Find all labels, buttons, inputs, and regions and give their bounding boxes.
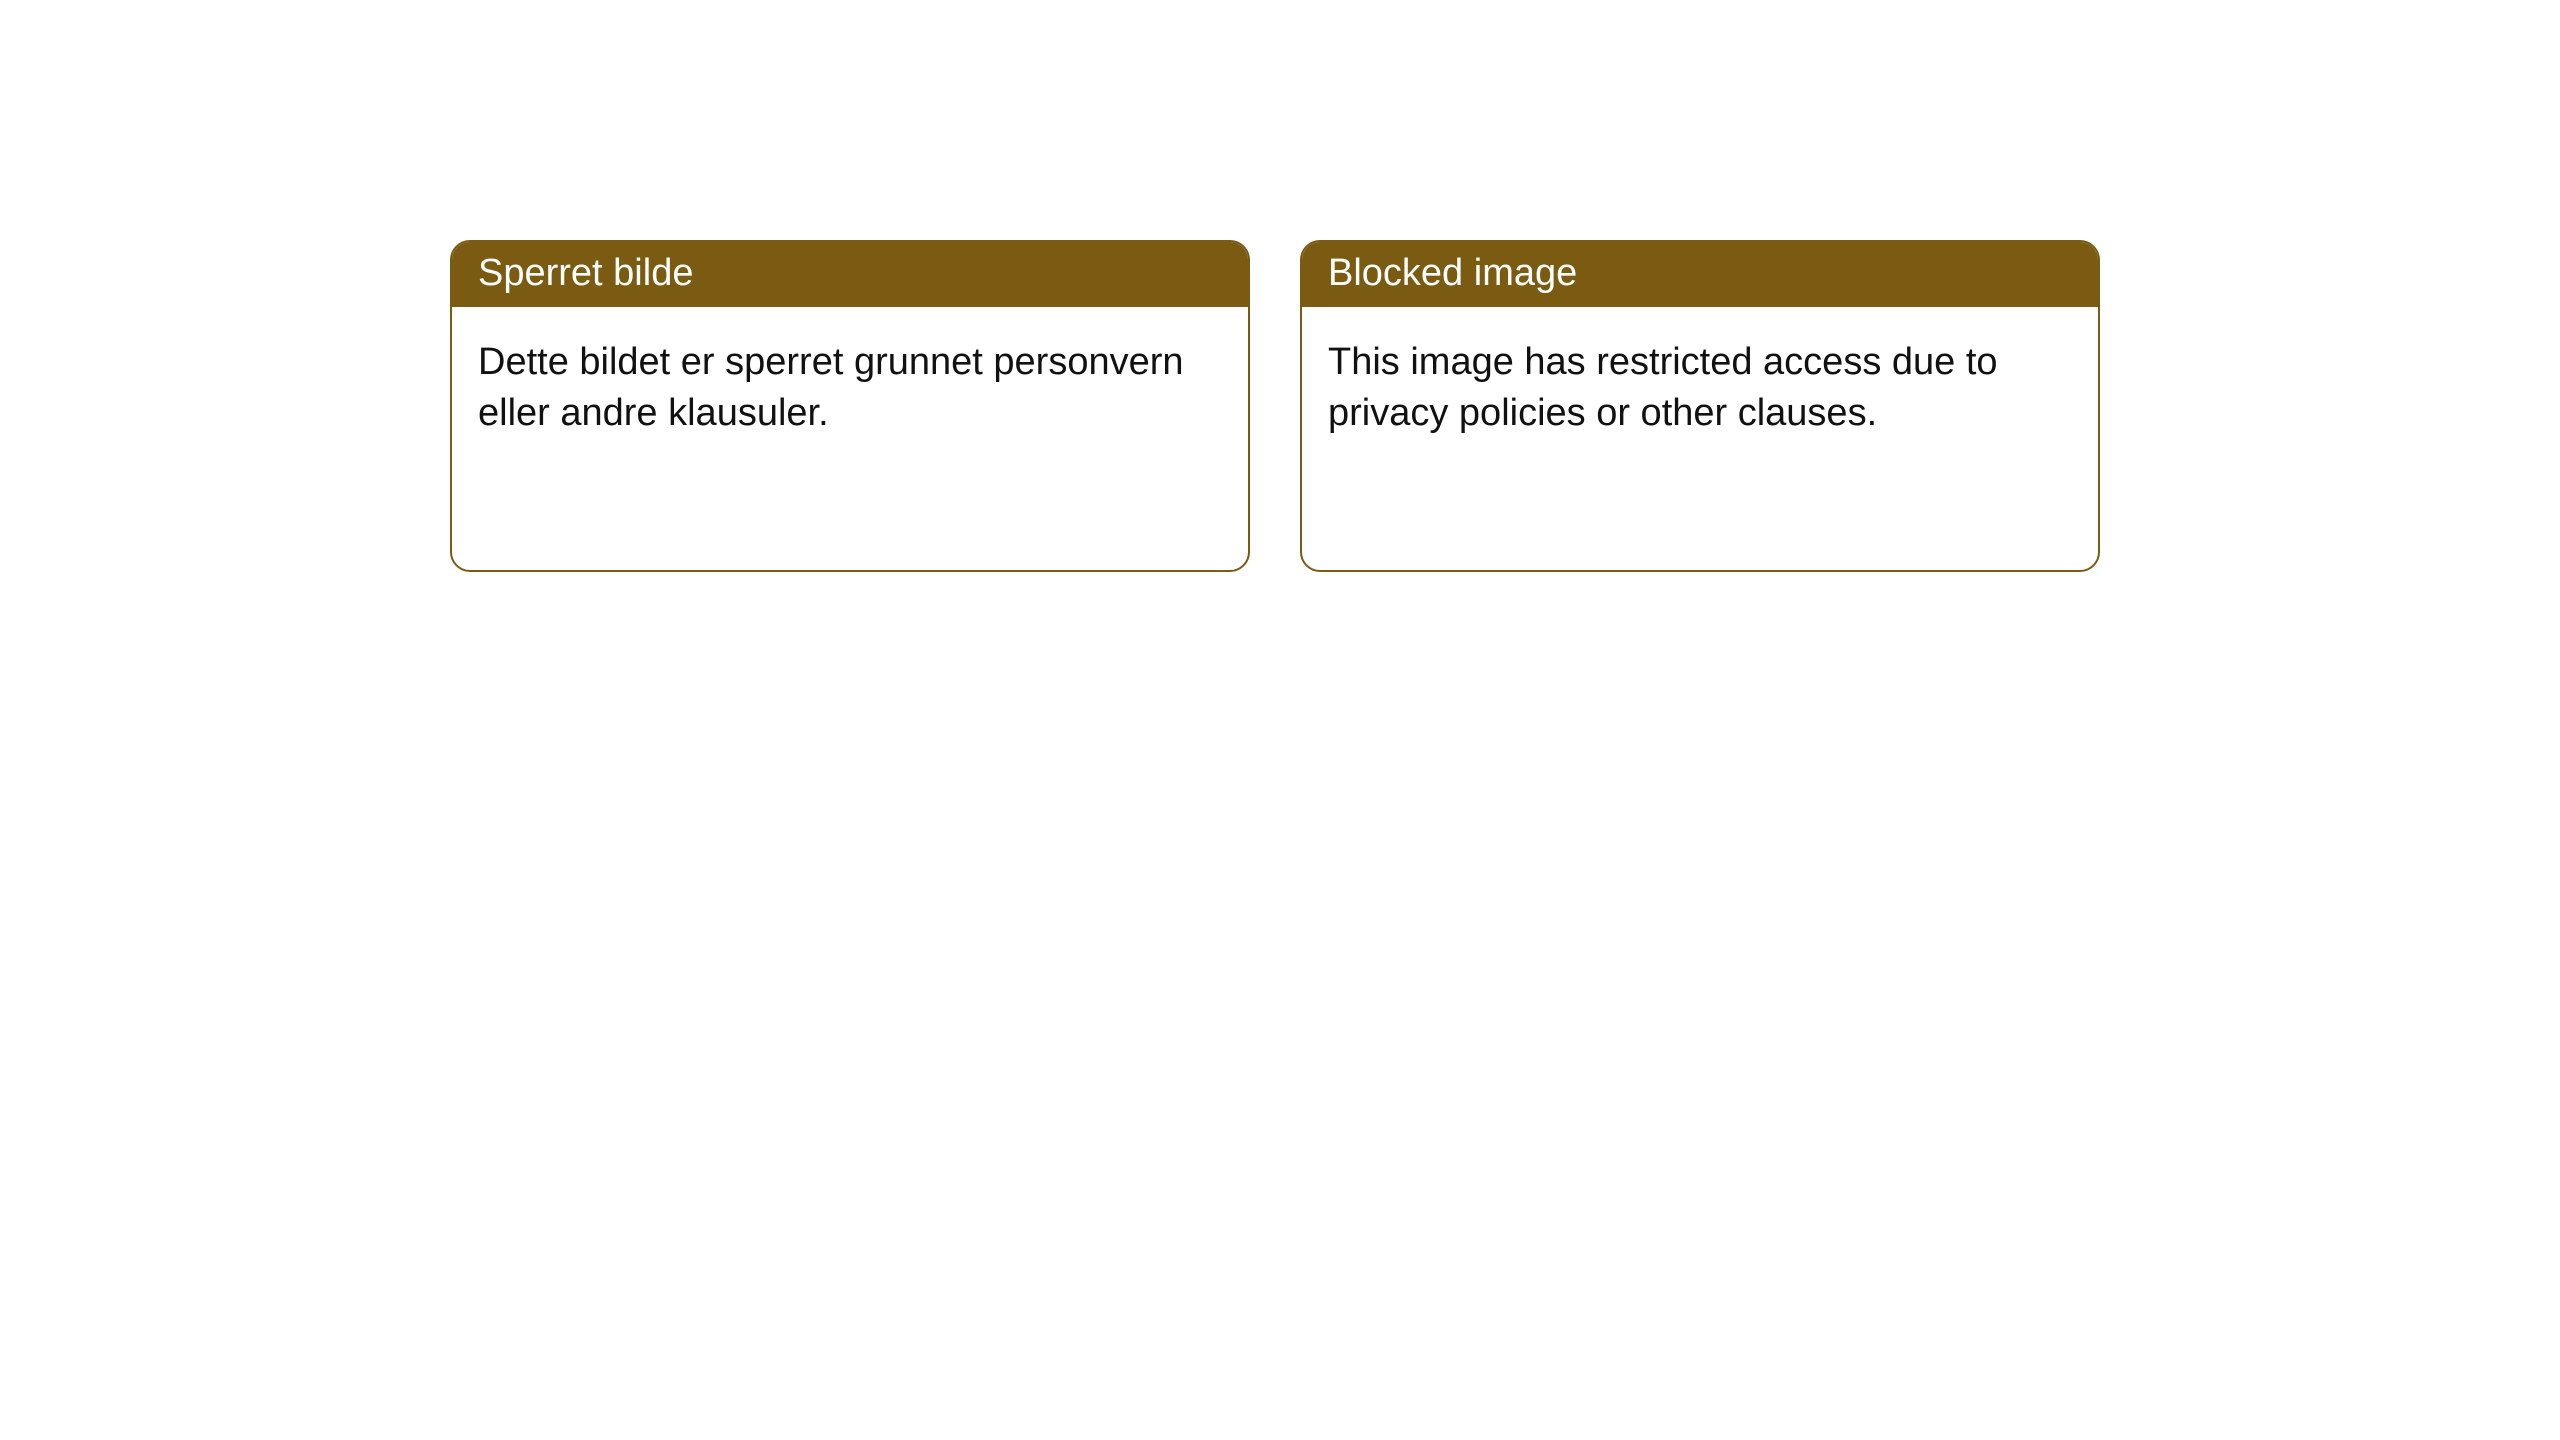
blocked-image-card-no: Sperret bilde Dette bildet er sperret gr… [450,240,1250,572]
card-body: Dette bildet er sperret grunnet personve… [452,307,1248,466]
card-header-text: Sperret bilde [478,252,693,294]
card-body: This image has restricted access due to … [1302,307,2098,466]
card-body-text: Dette bildet er sperret grunnet personve… [478,341,1184,434]
card-header-text: Blocked image [1328,252,1577,294]
card-container: Sperret bilde Dette bildet er sperret gr… [0,0,2560,572]
card-header: Blocked image [1302,242,2098,307]
card-header: Sperret bilde [452,242,1248,307]
blocked-image-card-en: Blocked image This image has restricted … [1300,240,2100,572]
card-body-text: This image has restricted access due to … [1328,341,1998,434]
